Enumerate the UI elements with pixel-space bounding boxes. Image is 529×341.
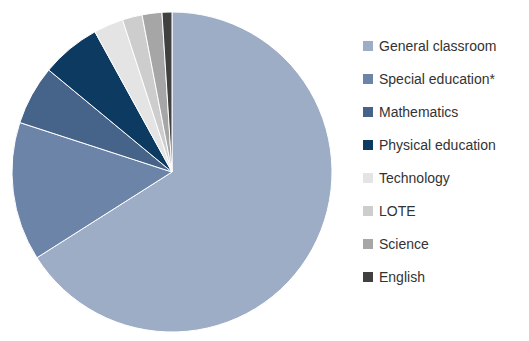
svg-text:Technology: Technology — [379, 170, 450, 186]
svg-text:Physical education: Physical education — [379, 137, 496, 153]
svg-text:Science: Science — [379, 236, 429, 252]
svg-text:English: English — [379, 269, 425, 285]
svg-text:General classroom: General classroom — [379, 38, 497, 54]
svg-text:Special education*: Special education* — [379, 71, 496, 87]
svg-text:LOTE: LOTE — [379, 203, 416, 219]
svg-text:Mathematics: Mathematics — [379, 104, 458, 120]
